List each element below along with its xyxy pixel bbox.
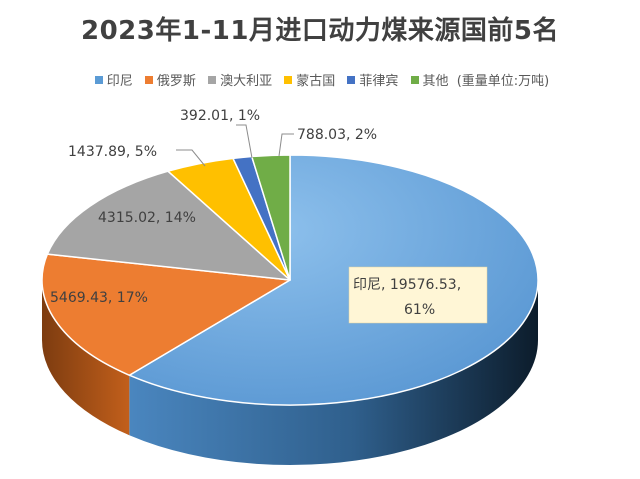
chart-title: 2023年1-11月进口动力煤来源国前5名 bbox=[80, 16, 560, 46]
legend-label-russia: 俄罗斯 bbox=[156, 74, 196, 89]
pie-side-walls bbox=[41, 280, 538, 465]
legend-label-philippines: 菲律宾 bbox=[359, 74, 399, 89]
pie-slices bbox=[41, 154, 539, 406]
data-label-philippines: 392.01, 1% bbox=[180, 108, 260, 124]
data-label-other: 788.03, 2% bbox=[297, 127, 377, 143]
leader-line-philippines bbox=[236, 124, 253, 159]
pie-side-indonesia bbox=[129, 280, 538, 465]
legend-label-mongolia: 蒙古国 bbox=[296, 74, 336, 89]
legend-swatch-mongolia bbox=[284, 76, 293, 84]
data-label-australia: 4315.02, 14% bbox=[98, 210, 196, 226]
data-label-indonesia: 印尼, 19576.53, bbox=[353, 277, 461, 293]
legend-item-other: 其他 bbox=[410, 70, 449, 89]
legend-label-australia: 澳大利亚 bbox=[220, 74, 273, 89]
data-label-box-indonesia bbox=[348, 266, 488, 324]
legend-swatch-australia bbox=[208, 76, 217, 84]
pie-side-russia bbox=[41, 280, 130, 436]
legend-item-philippines: 菲律宾 bbox=[347, 70, 398, 89]
data-label-indonesia-percent: 61% bbox=[404, 302, 435, 318]
data-label-mongolia: 1437.89, 5% bbox=[68, 144, 157, 160]
legend-item-australia: 澳大利亚 bbox=[208, 70, 272, 89]
leader-line-other bbox=[278, 133, 294, 157]
data-label-russia: 5469.43, 17% bbox=[50, 290, 148, 306]
data-labels: 印尼, 19576.53, 61% 5469.43, 17% 4315.02, 14%… bbox=[50, 108, 488, 324]
legend-item-indonesia: 印尼 bbox=[94, 70, 133, 89]
legend-swatch-russia bbox=[144, 76, 153, 84]
legend-swatch-other bbox=[410, 76, 419, 84]
legend-item-russia: 俄罗斯 bbox=[144, 70, 196, 89]
legend-label-other: 其他 bbox=[422, 74, 449, 89]
legend: 印尼 俄罗斯 澳大利亚 蒙古国 菲律宾 其他 (重量单位:万吨) bbox=[0, 70, 640, 89]
legend-unit-note: (重量单位:万吨) bbox=[456, 74, 550, 89]
legend-label-indonesia: 印尼 bbox=[106, 74, 133, 89]
legend-swatch-indonesia bbox=[94, 76, 103, 84]
pie-slice-russia bbox=[41, 253, 291, 376]
pie-slice-indonesia bbox=[128, 154, 539, 406]
leader-line-mongolia bbox=[176, 149, 206, 167]
pie-slice-australia bbox=[46, 170, 291, 281]
legend-item-mongolia: 蒙古国 bbox=[284, 70, 335, 89]
legend-swatch-philippines bbox=[347, 76, 356, 84]
